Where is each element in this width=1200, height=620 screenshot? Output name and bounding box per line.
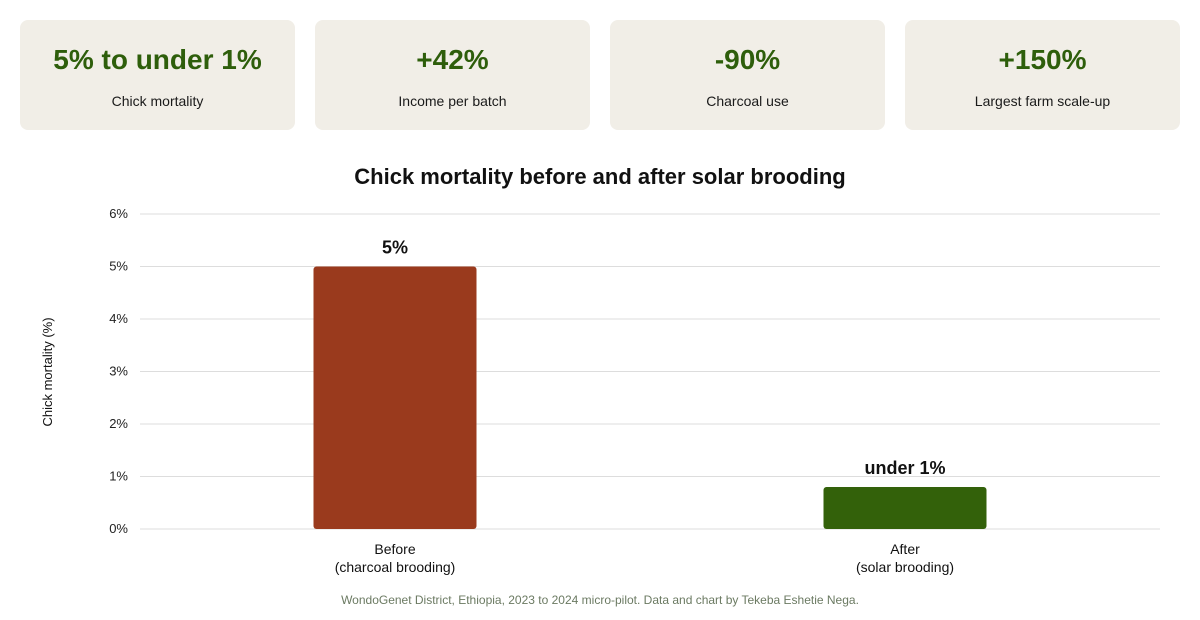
kpi-label: Charcoal use: [706, 93, 789, 109]
y-tick-label: 1%: [109, 469, 128, 484]
x-tick-label: After: [890, 541, 920, 557]
bar: [823, 487, 987, 529]
x-tick-sublabel: (solar brooding): [856, 559, 954, 575]
data-label: 5%: [382, 238, 408, 258]
x-tick-label: Before: [374, 541, 415, 557]
y-tick-label: 5%: [109, 259, 128, 274]
kpi-value: +42%: [416, 44, 489, 75]
y-tick-label: 6%: [109, 206, 128, 221]
kpi-label: Income per batch: [398, 93, 507, 109]
kpi-card-chick-mortality: 5% to under 1% Chick mortality: [20, 20, 295, 130]
footnote: WondoGenet District, Ethiopia, 2023 to 2…: [341, 593, 859, 607]
kpi-value: -90%: [714, 44, 781, 75]
bar-layer: [313, 266, 987, 529]
kpi-card-income-per-batch: +42% Income per batch: [315, 20, 590, 130]
y-tick-label: 4%: [109, 311, 128, 326]
grid-layer: [140, 213, 1160, 530]
data-label: under 1%: [864, 458, 945, 478]
kpi-label: Largest farm scale-up: [974, 93, 1111, 109]
kpi-card-farm-scale-up: +150% Largest farm scale-up: [905, 20, 1180, 130]
kpi-card-charcoal-use: -90% Charcoal use: [610, 20, 885, 130]
bar: [313, 266, 477, 529]
x-tick-sublabel: (charcoal brooding): [335, 559, 456, 575]
y-axis-title: Chick mortality (%): [40, 317, 55, 426]
kpi-label: Chick mortality: [111, 93, 204, 109]
kpi-row: 5% to under 1% Chick mortality +42% Inco…: [20, 20, 1180, 130]
chart-title: Chick mortality before and after solar b…: [354, 164, 846, 189]
y-tick-label: 3%: [109, 364, 128, 379]
kpi-value: 5% to under 1%: [53, 44, 262, 75]
kpi-value: +150%: [998, 44, 1087, 75]
y-tick-label: 2%: [109, 416, 128, 431]
label-layer: 0% 1% 2% 3% 4% 5% 6% 5% Before (charcoal brooding…: [109, 206, 954, 575]
y-tick-label: 0%: [109, 521, 128, 536]
